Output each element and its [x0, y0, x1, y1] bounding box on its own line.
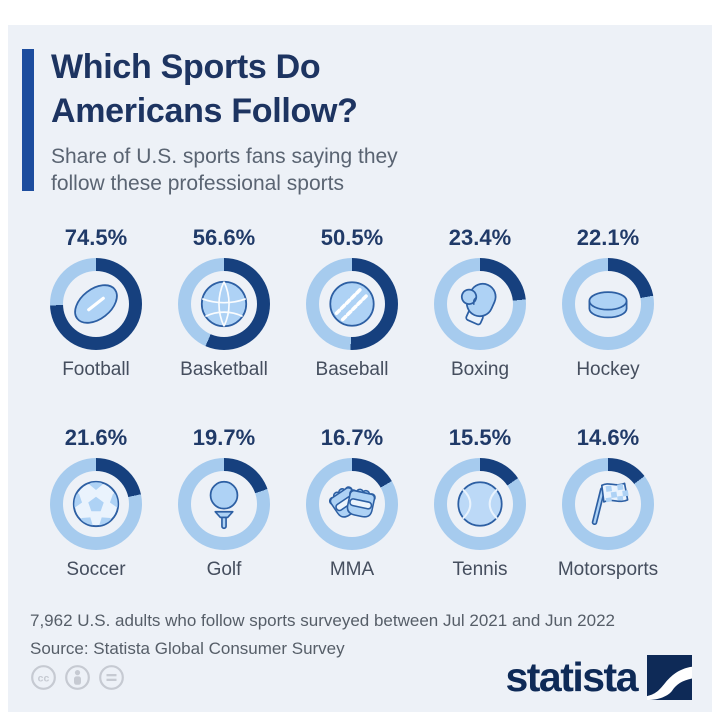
page-subtitle: Share of U.S. sports fans saying they fo… [51, 143, 398, 197]
donut-card-golf: 19.7% Golf [160, 425, 288, 581]
sport-label: Boxing [450, 359, 510, 380]
percentage-label: 74.5% [64, 225, 128, 250]
donut-card-mma: 16.7% [288, 425, 416, 581]
percentage-label: 56.6% [192, 225, 256, 250]
sport-label: Motorsports [557, 559, 659, 580]
bottom-bar: cc statista [30, 655, 692, 700]
footnote: 7,962 U.S. adults who follow sports surv… [30, 607, 690, 663]
title-accent-bar [22, 49, 34, 191]
percentage-label: 14.6% [576, 425, 640, 450]
percentage-label: 16.7% [320, 425, 384, 450]
svg-text:cc: cc [38, 672, 50, 684]
page-title: Which Sports Do Americans Follow? [51, 45, 398, 133]
boxing-glove-icon [449, 273, 511, 335]
sport-label: Hockey [576, 359, 640, 380]
sport-label: MMA [329, 559, 375, 580]
mma-gloves-icon [321, 473, 383, 535]
sport-label: Football [62, 359, 130, 380]
sport-label: Baseball [315, 359, 389, 380]
sport-label: Basketball [180, 359, 268, 380]
donut-card-boxing: 23.4% Boxing [416, 225, 544, 381]
page-title-line1: Which Sports Do [51, 48, 321, 86]
donut-chart-motorsports [562, 458, 654, 550]
tennis-ball-icon [449, 473, 511, 535]
footnote-survey-line: 7,962 U.S. adults who follow sports surv… [30, 611, 615, 630]
donut-chart-hockey [562, 258, 654, 350]
donut-chart-tennis [434, 458, 526, 550]
football-icon [65, 273, 127, 335]
donut-grid: 74.5% Football 56.6% [32, 225, 672, 581]
basketball-icon [193, 273, 255, 335]
donut-chart-boxing [434, 258, 526, 350]
donut-chart-soccer [50, 458, 142, 550]
page-title-line2: Americans Follow? [51, 92, 358, 130]
golf-ball-tee-icon [193, 473, 255, 535]
checkered-flag-icon [577, 473, 639, 535]
attribution-icon [65, 665, 90, 690]
percentage-label: 15.5% [448, 425, 512, 450]
donut-chart-mma [306, 458, 398, 550]
donut-card-motorsports: 14.6% [544, 425, 672, 581]
percentage-label: 23.4% [448, 225, 512, 250]
sport-label: Golf [206, 559, 242, 580]
no-derivatives-icon [99, 665, 124, 690]
soccer-ball-icon [65, 473, 127, 535]
donut-chart-football [50, 258, 142, 350]
donut-card-baseball: 50.5% Baseball [288, 225, 416, 381]
percentage-label: 50.5% [320, 225, 384, 250]
donut-card-tennis: 15.5% Tennis [416, 425, 544, 581]
page-subtitle-line2: follow these professional sports [51, 172, 344, 195]
donut-card-hockey: 22.1% Hockey [544, 225, 672, 381]
statista-logo-mark-icon [647, 655, 692, 700]
statista-logo: statista [505, 655, 692, 700]
sport-label: Soccer [66, 559, 126, 580]
hockey-puck-icon [577, 273, 639, 335]
statista-logo-text: statista [505, 654, 638, 700]
infographic-card: Which Sports Do Americans Follow? Share … [8, 25, 712, 712]
donut-chart-golf [178, 458, 270, 550]
baseball-icon [321, 273, 383, 335]
percentage-label: 21.6% [64, 425, 128, 450]
header: Which Sports Do Americans Follow? Share … [22, 45, 712, 197]
donut-card-basketball: 56.6% Basketb [160, 225, 288, 381]
percentage-label: 19.7% [192, 425, 256, 450]
page-subtitle-line1: Share of U.S. sports fans saying they [51, 145, 398, 168]
donut-chart-basketball [178, 258, 270, 350]
license-icons: cc [30, 664, 125, 691]
percentage-label: 22.1% [576, 225, 640, 250]
donut-card-football: 74.5% Football [32, 225, 160, 381]
sport-label: Tennis [452, 559, 508, 580]
donut-card-soccer: 21.6% [32, 425, 160, 581]
cc-icon: cc [31, 665, 56, 690]
donut-chart-baseball [306, 258, 398, 350]
footnote-source-line: Source: Statista Global Consumer Survey [30, 639, 345, 658]
